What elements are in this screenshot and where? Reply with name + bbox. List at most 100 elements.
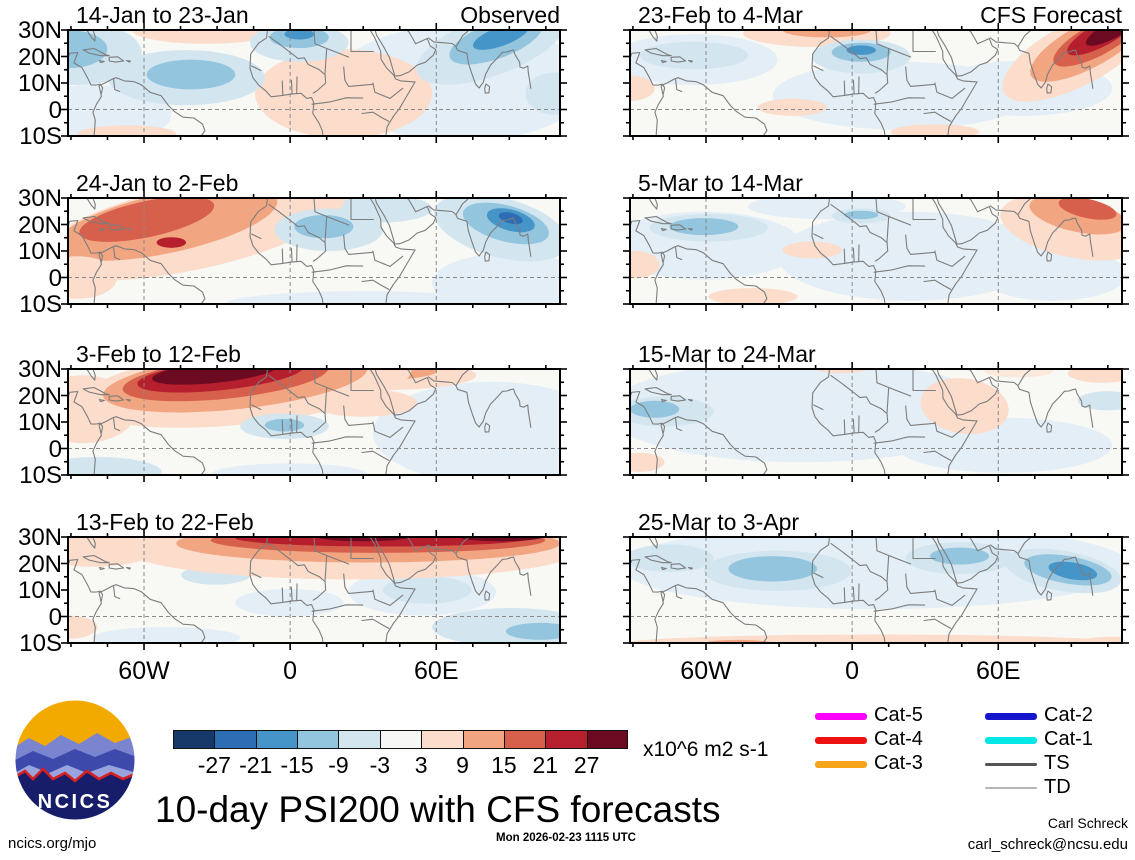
anomaly-contour (757, 98, 827, 116)
anomaly-contour (777, 211, 1044, 301)
anomaly-contour (1085, 30, 1122, 46)
lat-tick-label: 0 (48, 603, 62, 631)
colorbar-segment (214, 730, 256, 749)
logo-base (15, 769, 135, 820)
legend-line-ts (985, 762, 1037, 766)
lat-tick-label: 20N (17, 211, 62, 239)
panel-title: 13-Feb to 22-Feb (76, 509, 254, 535)
legend-label: Cat-3 (874, 752, 923, 774)
anomaly-contour (264, 418, 305, 432)
anomaly-contour (782, 241, 842, 259)
figure-title: 10-day PSI200 with CFS forecasts (155, 789, 721, 830)
colorbar-value: 21 (532, 752, 559, 778)
map-panel (61, 191, 567, 311)
map-panel (623, 362, 1129, 482)
anomaly-contour (68, 456, 162, 475)
anomaly-contour (77, 125, 177, 136)
anomaly-contour (254, 49, 433, 136)
panel-title: 15-Mar to 24-Mar (638, 341, 816, 367)
lat-tick-label: 30N (17, 185, 62, 212)
anomaly-contour (225, 291, 501, 304)
anomaly-contour (1067, 369, 1122, 383)
ncics-logo: NCICS (14, 699, 136, 821)
lat-tick-label: 10S (19, 630, 62, 657)
lat-tick-label: 0 (48, 96, 62, 124)
legend-line-td (985, 787, 1037, 789)
colorbar-segment (255, 730, 298, 749)
colorbar-value: -27 (197, 752, 231, 778)
anomaly-contour (630, 634, 1122, 643)
map-panel (623, 23, 1129, 143)
colorbar-segment (173, 730, 215, 749)
anomaly-contour (669, 218, 739, 236)
legend-line-cat-3 (815, 760, 867, 768)
lat-tick-label: 10N (17, 409, 62, 436)
panel-title: 14-Jan to 23-Jan (76, 2, 249, 28)
anomaly-contour (630, 75, 655, 102)
lat-tick-label: 20N (17, 43, 62, 71)
anomaly-contour (151, 369, 280, 385)
anomaly-contour (702, 639, 775, 643)
anomaly-contour (890, 124, 980, 136)
panel-title: 23-Feb to 4-Mar (638, 2, 803, 28)
footer-email: carl_schreck@ncsu.edu (967, 836, 1128, 853)
anomaly-contour (639, 41, 749, 70)
panel-corner-label: Observed (460, 2, 560, 28)
map-panel (61, 23, 567, 143)
anomaly-contour (1058, 198, 1117, 220)
anomaly-contour (68, 615, 98, 639)
lat-tick-label: 10S (19, 123, 62, 150)
legend-line-cat-5 (815, 712, 867, 720)
colorbar-value: -3 (369, 752, 391, 778)
colorbar-unit: x10^6 m2 s-1 (643, 738, 769, 761)
lon-tick-label: 60E (414, 657, 459, 685)
anomaly-contour (1077, 391, 1122, 411)
anomaly-contour (708, 288, 798, 304)
lon-tick-label: 0 (283, 657, 298, 685)
legend-label: Cat-5 (874, 704, 923, 726)
anomaly-contour (630, 251, 660, 279)
lon-tick-label: 0 (845, 657, 860, 685)
anomaly-contour (728, 556, 817, 582)
footer-timestamp: Mon 2026-02-23 1115 UTC (496, 832, 636, 844)
legend-label: Cat-2 (1044, 704, 1093, 726)
panel-title: 25-Mar to 3-Apr (638, 509, 800, 535)
anomaly-contour (79, 198, 215, 242)
anomaly-contour (630, 452, 665, 472)
anomaly-contour (979, 247, 1122, 301)
lat-tick-label: 0 (48, 435, 62, 463)
anomaly-contour (895, 417, 1113, 473)
lat-tick-label: 0 (48, 264, 62, 292)
lon-tick-label: 60E (976, 657, 1021, 685)
anomaly-contour (210, 463, 369, 475)
footer-author: Carl Schreck (1047, 815, 1128, 831)
colorbar-value: 15 (491, 752, 517, 778)
anomaly-contour (92, 627, 241, 643)
colorbar-value: -15 (280, 752, 314, 778)
anomaly-contour (457, 537, 545, 542)
map-panel (61, 362, 567, 482)
colorbar-segment (462, 730, 504, 749)
legend-label: TS (1044, 752, 1070, 774)
colorbar-segment (379, 730, 422, 749)
map-panel (623, 191, 1129, 311)
footer-url: ncics.org/mjo (8, 835, 97, 852)
anomaly-contour (473, 30, 529, 50)
logo-text: NCICS (38, 791, 113, 813)
anomaly-contour (505, 622, 560, 640)
panel-corner-label: CFS Forecast (980, 2, 1122, 28)
anomaly-contour (131, 30, 280, 44)
legend-label: TD (1044, 776, 1071, 798)
legend-line-cat-2 (985, 712, 1037, 720)
legend-line-cat-4 (815, 736, 867, 744)
colorbar-value: 27 (573, 752, 600, 778)
colorbar-segment (421, 730, 463, 749)
anomaly-contour (382, 576, 472, 604)
colorbar-segment (503, 730, 546, 749)
legend-label: Cat-1 (1044, 728, 1093, 750)
colorbar-segment (545, 730, 587, 749)
anomaly-contour (315, 537, 412, 542)
anomaly-contour (235, 588, 344, 617)
lat-tick-label: 10S (19, 462, 62, 489)
